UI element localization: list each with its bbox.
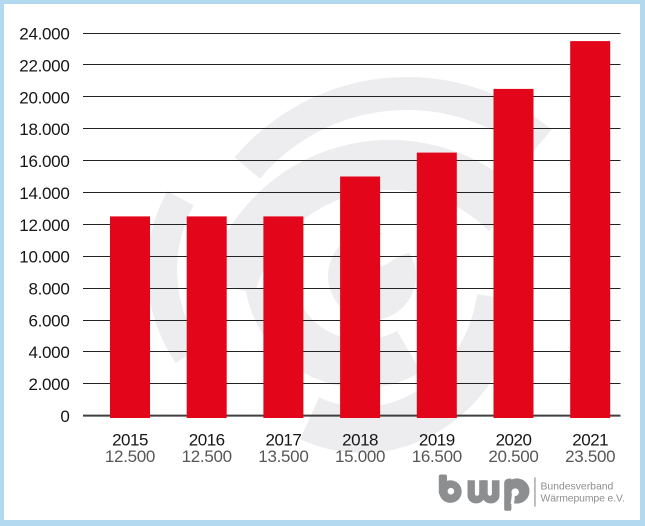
svg-text:4.000: 4.000 <box>28 343 69 362</box>
svg-text:12.000: 12.000 <box>19 216 69 235</box>
svg-text:10.000: 10.000 <box>19 248 69 267</box>
svg-text:20.000: 20.000 <box>19 88 69 107</box>
svg-text:2015: 2015 <box>112 431 148 450</box>
svg-text:2021: 2021 <box>572 431 608 450</box>
svg-text:23.500: 23.500 <box>565 447 615 466</box>
svg-text:6.000: 6.000 <box>28 311 69 330</box>
svg-text:2017: 2017 <box>265 431 301 450</box>
svg-text:15.000: 15.000 <box>335 447 385 466</box>
svg-text:16.500: 16.500 <box>412 447 462 466</box>
svg-text:2.000: 2.000 <box>28 375 69 394</box>
svg-text:24.000: 24.000 <box>19 25 69 44</box>
svg-text:2019: 2019 <box>419 431 455 450</box>
svg-text:22.000: 22.000 <box>19 56 69 75</box>
svg-text:18.000: 18.000 <box>19 120 69 139</box>
svg-text:0: 0 <box>60 407 69 426</box>
svg-text:12.500: 12.500 <box>182 447 232 466</box>
svg-text:2020: 2020 <box>496 431 532 450</box>
svg-text:2018: 2018 <box>342 431 378 450</box>
svg-text:Bundesverband: Bundesverband <box>541 481 614 492</box>
svg-text:2016: 2016 <box>189 431 225 450</box>
svg-text:8.000: 8.000 <box>28 280 69 299</box>
svg-text:12.500: 12.500 <box>105 447 155 466</box>
svg-text:20.500: 20.500 <box>488 447 538 466</box>
svg-text:14.000: 14.000 <box>19 184 69 203</box>
svg-text:16.000: 16.000 <box>19 152 69 171</box>
svg-text:Wärmepumpe e.V.: Wärmepumpe e.V. <box>541 493 625 504</box>
svg-text:13.500: 13.500 <box>258 447 308 466</box>
